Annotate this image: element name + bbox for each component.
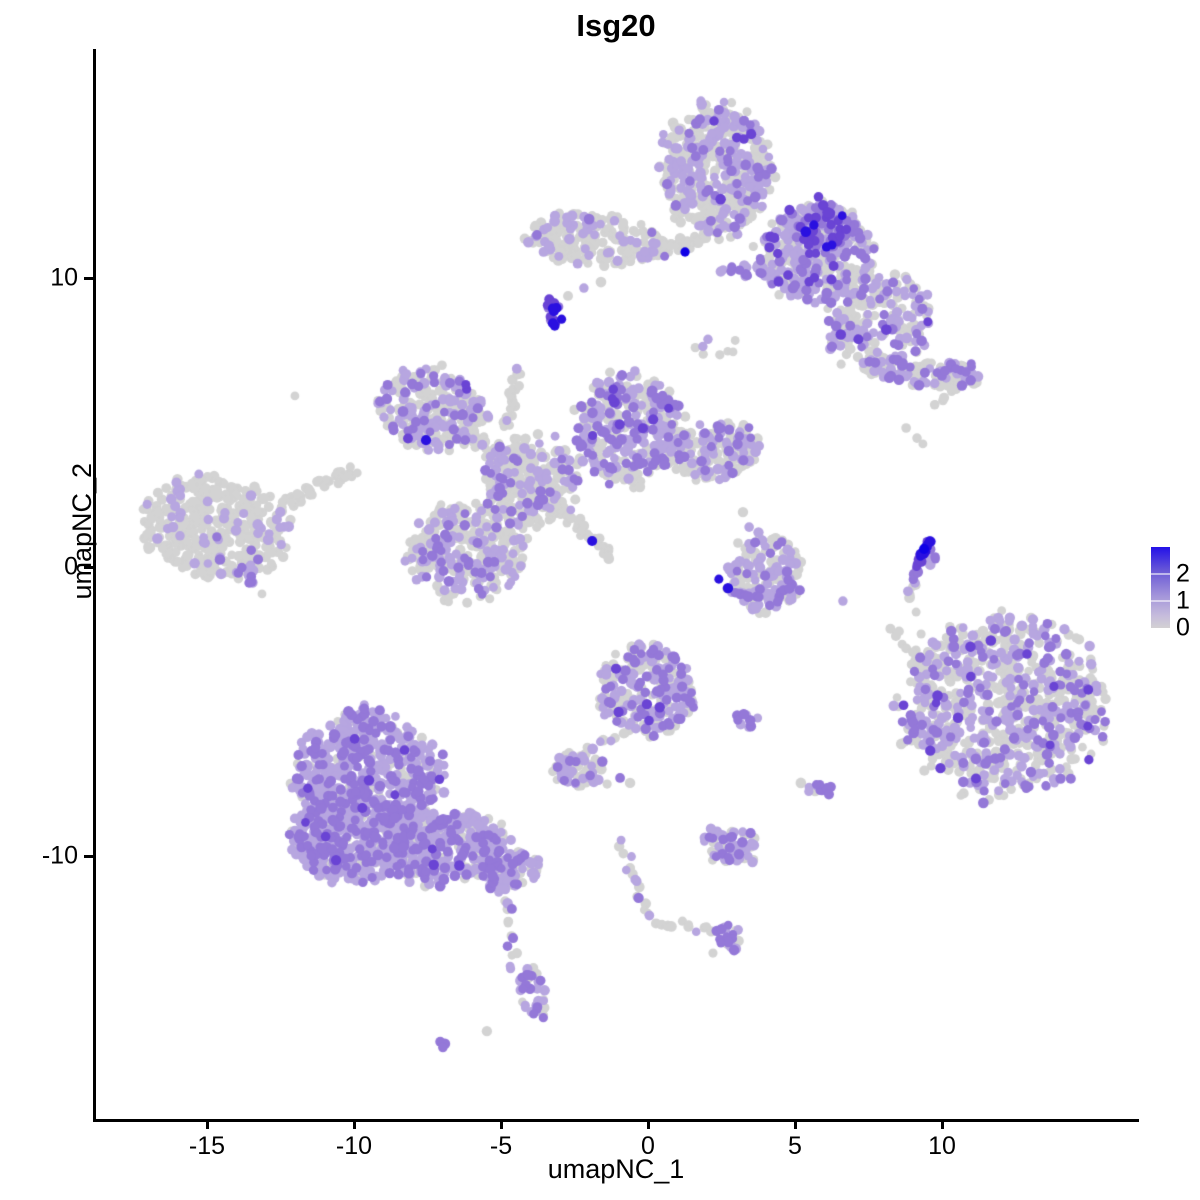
legend-colorbar xyxy=(1151,547,1170,628)
x-tick-mark xyxy=(499,1120,503,1129)
y-tick-label: 0 xyxy=(64,552,78,581)
y-axis-line xyxy=(93,49,96,1122)
x-tick-mark xyxy=(352,1120,356,1129)
y-tick-mark xyxy=(84,854,93,858)
x-tick-label: -5 xyxy=(489,1132,513,1160)
legend-tick-label: 1 xyxy=(1176,586,1190,615)
x-tick-label: 5 xyxy=(788,1132,802,1160)
legend-bar-tick xyxy=(1151,573,1170,575)
x-tick-label: 0 xyxy=(641,1132,655,1160)
x-tick-label: 10 xyxy=(928,1132,956,1160)
x-tick-mark xyxy=(940,1120,944,1129)
plot-title: Isg20 xyxy=(576,8,656,43)
legend-tick-label: 2 xyxy=(1176,559,1190,588)
x-tick-label: -10 xyxy=(335,1132,373,1160)
x-tick-mark xyxy=(793,1120,797,1129)
y-tick-label: -10 xyxy=(41,841,78,870)
x-tick-mark xyxy=(646,1120,650,1129)
legend-bar-tick xyxy=(1151,600,1170,602)
y-tick-mark xyxy=(84,276,93,280)
y-tick-label: 10 xyxy=(50,263,78,292)
x-tick-label: -15 xyxy=(188,1132,226,1160)
y-tick-mark xyxy=(84,565,93,569)
legend-tick-label: 0 xyxy=(1176,613,1190,642)
x-axis-line xyxy=(93,1119,1139,1122)
x-axis-title: umapNC_1 xyxy=(547,1154,685,1184)
x-tick-mark xyxy=(205,1120,209,1129)
y-axis-title: umapNC_2 xyxy=(66,462,97,600)
